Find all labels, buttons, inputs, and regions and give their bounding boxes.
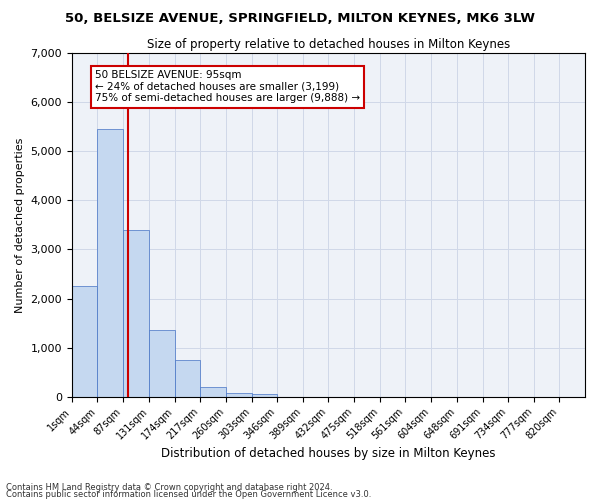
Bar (175, 360, 200, 397)
Bar (123, 230, 149, 396)
Text: 50 BELSIZE AVENUE: 95sqm
← 24% of detached houses are smaller (3,199)
75% of sem: 50 BELSIZE AVENUE: 95sqm ← 24% of detach… (95, 70, 360, 103)
Title: Size of property relative to detached houses in Milton Keynes: Size of property relative to detached ho… (147, 38, 510, 51)
Bar (72, 286, 97, 397)
Bar (251, 394, 277, 396)
Bar (149, 330, 175, 396)
Text: Contains public sector information licensed under the Open Government Licence v3: Contains public sector information licen… (6, 490, 371, 499)
X-axis label: Distribution of detached houses by size in Milton Keynes: Distribution of detached houses by size … (161, 447, 496, 460)
Text: Contains HM Land Registry data © Crown copyright and database right 2024.: Contains HM Land Registry data © Crown c… (6, 484, 332, 492)
Bar (200, 387, 226, 396)
Y-axis label: Number of detached properties: Number of detached properties (15, 137, 25, 312)
Text: 50, BELSIZE AVENUE, SPRINGFIELD, MILTON KEYNES, MK6 3LW: 50, BELSIZE AVENUE, SPRINGFIELD, MILTON … (65, 12, 535, 26)
Bar (97, 129, 123, 396)
Bar (226, 393, 251, 396)
